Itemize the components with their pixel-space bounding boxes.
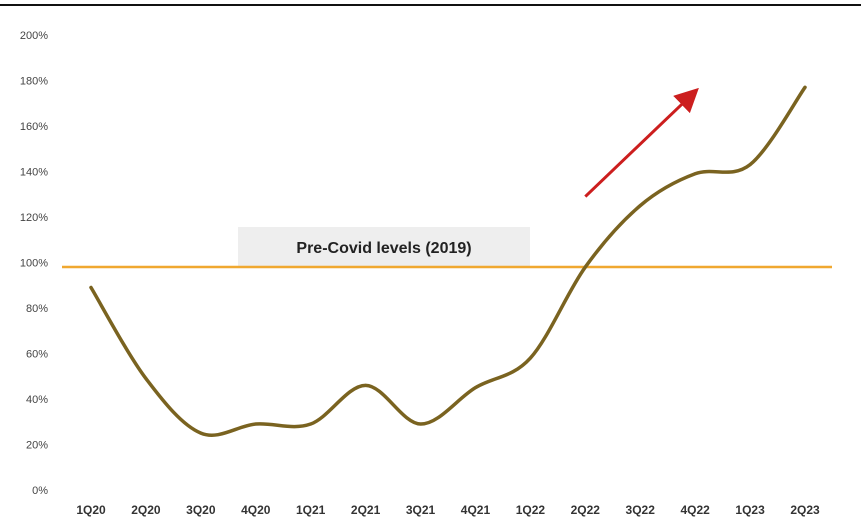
- x-tick-label: 1Q21: [296, 503, 326, 517]
- y-tick-label: 100%: [20, 258, 48, 270]
- reference-label-background: [238, 227, 530, 268]
- x-tick-label: 2Q22: [571, 503, 601, 517]
- x-tick-label: 1Q20: [76, 503, 106, 517]
- data-point: [693, 172, 697, 176]
- x-tick-label: 3Q21: [406, 503, 436, 517]
- y-tick-label: 180%: [20, 76, 48, 88]
- y-tick-label: 120%: [20, 212, 48, 224]
- y-tick-label: 80%: [26, 303, 48, 315]
- data-point: [364, 383, 368, 387]
- data-point: [803, 85, 807, 89]
- y-tick-label: 140%: [20, 167, 48, 179]
- x-tick-label: 2Q21: [351, 503, 381, 517]
- x-axis-ticks: 1Q20 2Q20 3Q20 4Q20 1Q21 2Q21 3Q21 4Q21 1Q22 2Q22…: [76, 503, 820, 517]
- trend-arrow: [584, 87, 699, 198]
- data-point: [473, 386, 477, 390]
- y-axis-ticks: 0% 20% 40% 60% 80% 100% 120% 140% 160% 180% 200%: [20, 30, 48, 497]
- data-point: [638, 204, 642, 208]
- x-tick-label: 2Q20: [131, 503, 161, 517]
- data-point: [419, 422, 423, 426]
- data-point: [144, 377, 148, 381]
- x-tick-label: 3Q20: [186, 503, 216, 517]
- data-point: [199, 431, 203, 435]
- series-points: [89, 85, 807, 435]
- x-tick-label: 4Q21: [461, 503, 491, 517]
- x-tick-label: 2Q23: [790, 503, 820, 517]
- data-point: [254, 422, 258, 426]
- data-point: [528, 356, 532, 360]
- x-tick-label: 3Q22: [626, 503, 656, 517]
- reference-line-label: Pre-Covid levels (2019): [296, 240, 471, 257]
- x-tick-label: 4Q20: [241, 503, 271, 517]
- data-point: [748, 163, 752, 167]
- y-tick-label: 40%: [26, 394, 48, 406]
- y-tick-label: 20%: [26, 440, 48, 452]
- x-tick-label: 1Q22: [516, 503, 546, 517]
- y-tick-label: 160%: [20, 121, 48, 133]
- x-tick-label: 4Q22: [680, 503, 710, 517]
- top-rule: [0, 4, 861, 6]
- data-point: [309, 422, 313, 426]
- y-tick-label: 200%: [20, 30, 48, 42]
- data-point: [583, 265, 587, 269]
- y-tick-label: 0%: [32, 485, 48, 497]
- data-point: [89, 286, 93, 290]
- y-tick-label: 60%: [26, 349, 48, 361]
- x-tick-label: 1Q23: [735, 503, 765, 517]
